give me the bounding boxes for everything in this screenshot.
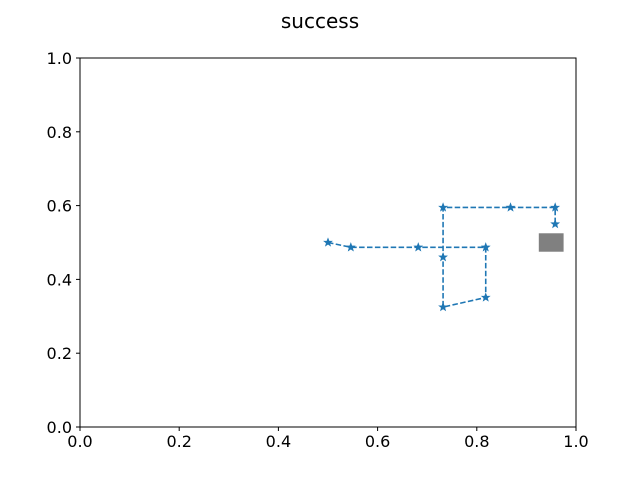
y-tick-label: 1.0 xyxy=(47,49,72,68)
y-tick-label: 0.8 xyxy=(47,123,72,142)
y-tick-label: 0.6 xyxy=(47,197,72,216)
x-tick-label: 0.6 xyxy=(365,432,390,451)
data-point-star xyxy=(550,202,561,212)
chart-title: success xyxy=(281,9,359,33)
axes: 0.0 0.2 0.4 0.6 0.8 1.0 0.0 0.2 0.4 0.6 0.8 1.0 xyxy=(47,49,589,451)
y-tick-label: 0.0 xyxy=(47,418,72,437)
x-tick-label: 0.4 xyxy=(266,432,291,451)
target-box xyxy=(538,233,564,252)
data-point-star xyxy=(550,218,561,229)
x-tick-label: 0.8 xyxy=(464,432,489,451)
y-tick-label: 0.2 xyxy=(47,344,72,363)
series-line xyxy=(327,206,556,309)
data-point-star xyxy=(505,202,516,212)
data-point-star xyxy=(438,252,448,262)
data-point-star xyxy=(413,242,424,252)
y-tick-label: 0.4 xyxy=(47,270,72,289)
data-point-star xyxy=(480,242,491,252)
plot-frame xyxy=(79,57,577,428)
x-tick-label: 0.0 xyxy=(67,432,92,451)
data-point-star xyxy=(480,292,491,302)
target-layer xyxy=(538,233,564,252)
x-tick-label: 0.2 xyxy=(166,432,191,451)
data-point-star xyxy=(438,202,448,212)
series-layer xyxy=(323,202,561,312)
x-tick-label: 1.0 xyxy=(563,432,588,451)
data-point-star xyxy=(323,237,333,247)
data-point-star xyxy=(345,242,356,252)
data-point-star xyxy=(438,301,448,312)
